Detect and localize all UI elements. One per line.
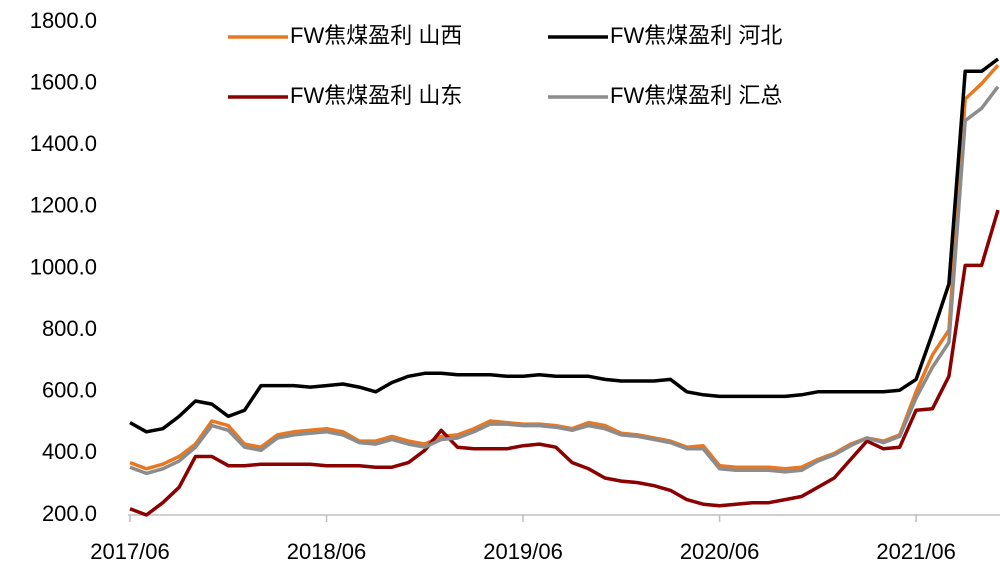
- y-tick-label: 200.0: [42, 501, 97, 526]
- legend-label: FW焦煤盈利 汇总: [610, 83, 782, 108]
- series-line: [129, 85, 1000, 476]
- y-tick-label: 1400.0: [30, 131, 97, 156]
- y-tick-label: 1000.0: [30, 254, 97, 279]
- legend-label: FW焦煤盈利 河北: [610, 23, 782, 48]
- y-tick-label: 400.0: [42, 439, 97, 464]
- x-tick-label: 2020/06: [680, 539, 760, 564]
- y-tick-label: 600.0: [42, 378, 97, 403]
- y-tick-label: 800.0: [42, 316, 97, 341]
- x-tick-label: 2019/06: [483, 539, 563, 564]
- y-tick-label: 1200.0: [30, 193, 97, 218]
- series-line: [129, 209, 1000, 517]
- series-line: [129, 57, 1000, 434]
- legend-label: FW焦煤盈利 山西: [290, 23, 462, 48]
- series-line: [129, 63, 1000, 471]
- x-tick-label: 2021/06: [876, 539, 956, 564]
- x-tick-label: 2017/06: [90, 539, 170, 564]
- legend-label: FW焦煤盈利 山东: [290, 83, 462, 108]
- y-tick-label: 1600.0: [30, 69, 97, 94]
- x-tick-label: 2018/06: [287, 539, 367, 564]
- y-tick-label: 1800.0: [30, 8, 97, 33]
